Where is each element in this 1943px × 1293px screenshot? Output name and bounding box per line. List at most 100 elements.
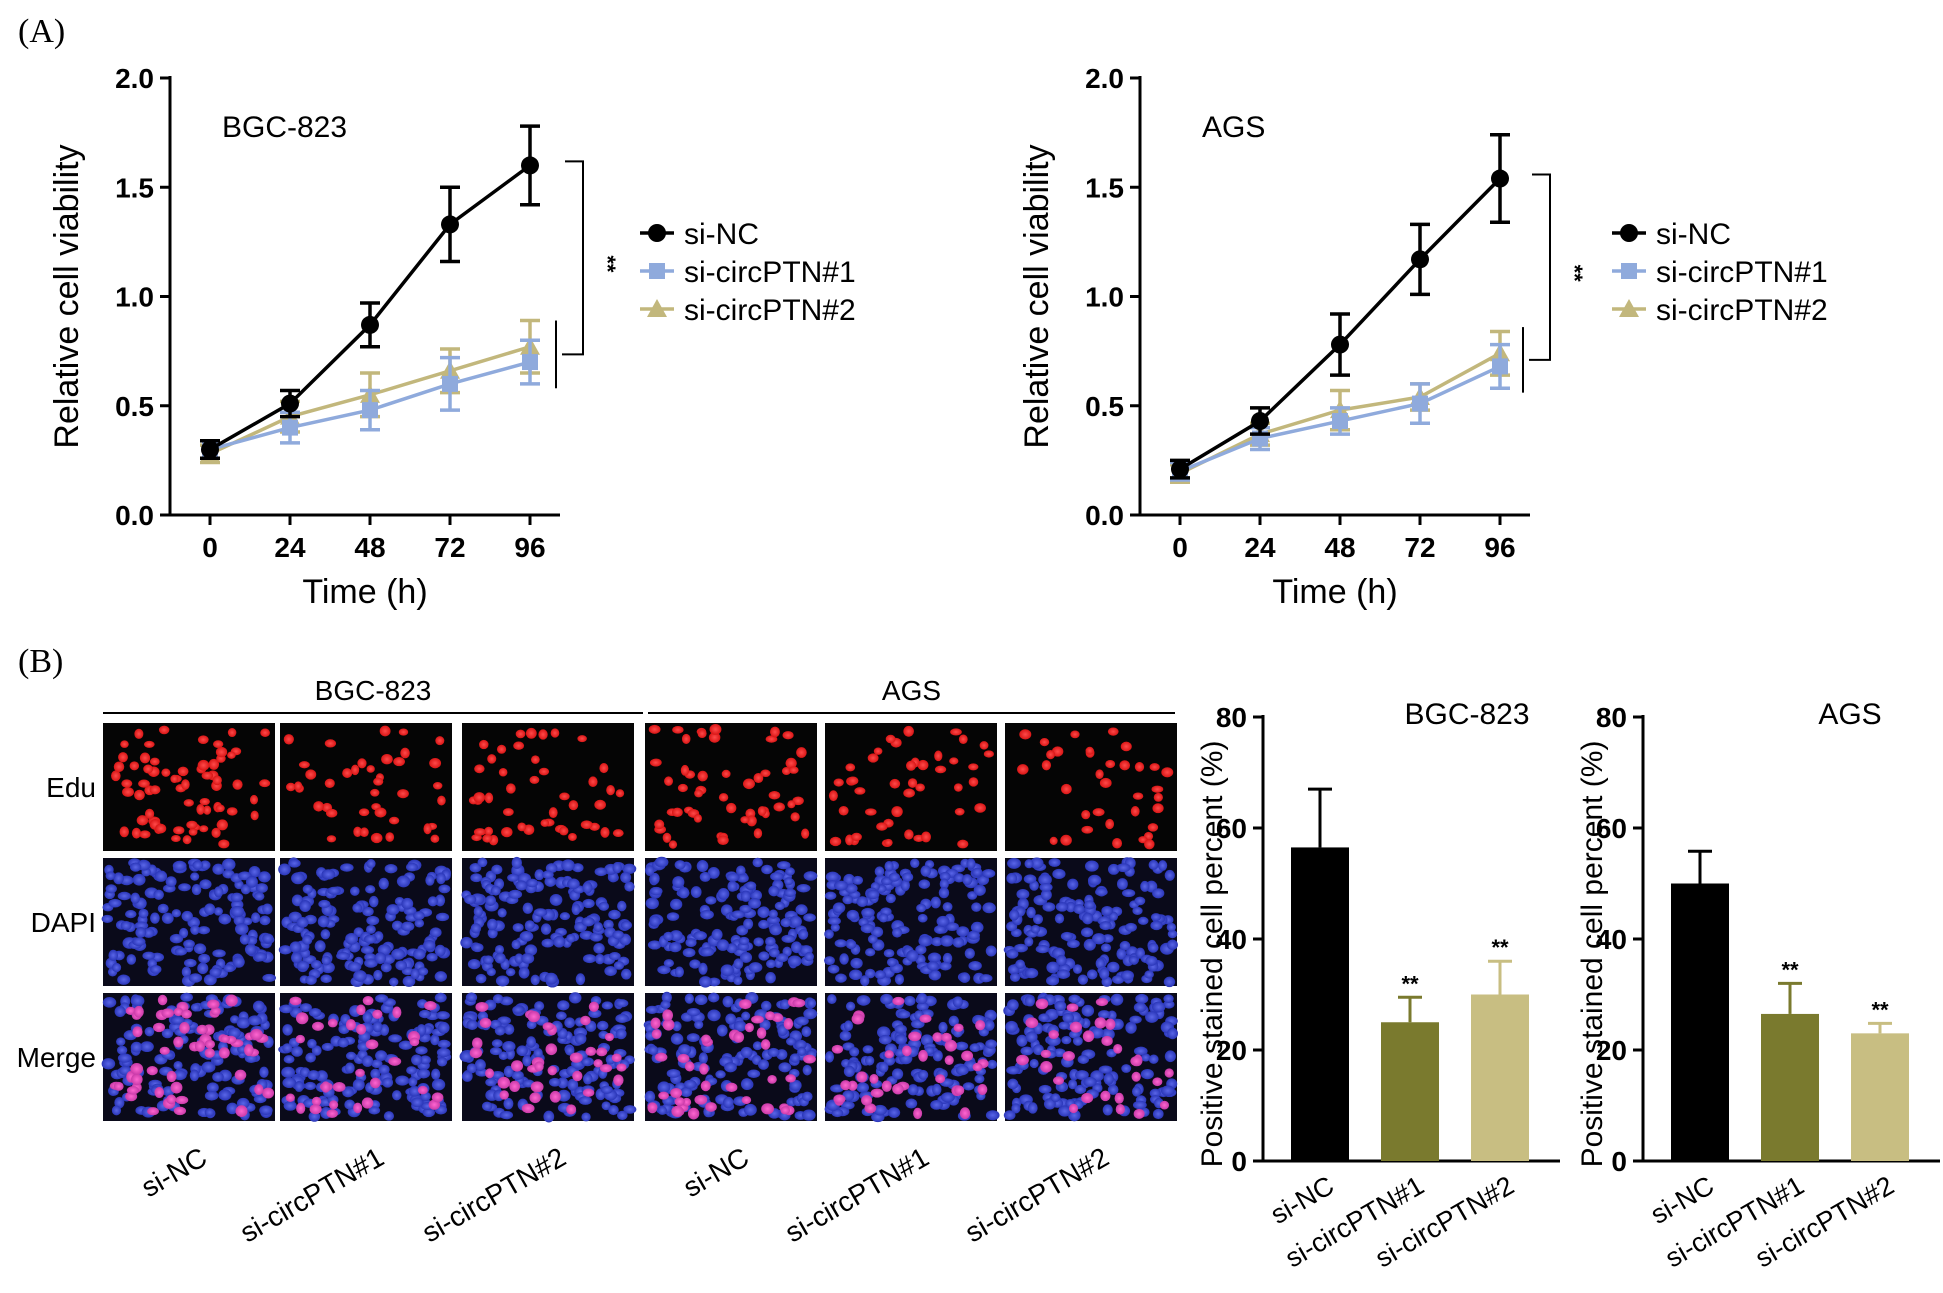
line-chart-bgc823: 0.0 0.5 1.0 1.5 2.0 0 24 48 72 96 Time (h) Relative…: [48, 63, 856, 611]
red-nucleus: [1041, 760, 1052, 771]
bar-si-NC: [1671, 883, 1729, 1161]
y-tick-label: 2.0: [115, 63, 154, 94]
blue-nucleus: [678, 887, 690, 899]
pink-nucleus: [204, 1048, 215, 1058]
blue-nucleus: [435, 894, 446, 907]
blue-nucleus: [161, 1028, 174, 1039]
blue-nucleus: [620, 968, 632, 980]
blue-nucleus: [1122, 889, 1136, 898]
blue-nucleus: [825, 1051, 835, 1063]
red-nucleus: [612, 829, 624, 837]
blue-nucleus: [213, 886, 224, 898]
blue-nucleus: [735, 865, 746, 877]
blue-nucleus: [795, 1016, 809, 1026]
blue-nucleus: [296, 960, 310, 971]
blue-nucleus: [856, 1082, 869, 1093]
red-nucleus: [226, 807, 238, 816]
blue-nucleus: [1167, 929, 1178, 939]
blue-nucleus: [907, 1084, 919, 1096]
y-tick-label: 0.5: [1085, 391, 1124, 422]
blue-nucleus: [489, 1047, 502, 1056]
pink-nucleus: [751, 1015, 764, 1024]
pink-nucleus: [655, 1052, 668, 1062]
red-nucleus: [201, 771, 214, 780]
blue-nucleus: [1133, 1046, 1148, 1056]
blue-nucleus: [1080, 927, 1094, 938]
blue-nucleus: [230, 892, 244, 903]
red-nucleus: [538, 729, 548, 740]
red-nucleus: [889, 778, 901, 789]
blue-nucleus: [1011, 1103, 1021, 1114]
blue-nucleus: [191, 883, 202, 896]
pink-nucleus: [479, 1017, 492, 1029]
pink-nucleus: [254, 1084, 264, 1095]
y-tick-label: 60: [1216, 813, 1247, 844]
blue-nucleus: [1046, 1035, 1061, 1047]
blue-nucleus: [431, 1078, 446, 1091]
red-nucleus: [1060, 834, 1072, 846]
blue-nucleus: [198, 953, 211, 964]
blue-nucleus: [1020, 1046, 1034, 1056]
pink-nucleus: [547, 1065, 557, 1076]
blue-nucleus: [311, 1045, 322, 1056]
blue-nucleus: [314, 940, 326, 953]
pink-nucleus: [892, 1083, 904, 1095]
blue-nucleus: [1140, 880, 1150, 892]
blue-nucleus: [430, 1034, 440, 1046]
blue-nucleus: [918, 935, 932, 947]
pink-nucleus: [944, 1039, 958, 1052]
blue-nucleus: [581, 1057, 592, 1066]
pink-nucleus: [179, 1022, 190, 1034]
row-label: DAPI: [31, 907, 96, 938]
red-nucleus: [829, 836, 842, 847]
blue-nucleus: [971, 867, 983, 877]
blue-nucleus: [291, 872, 305, 885]
blue-nucleus: [154, 870, 168, 882]
blue-nucleus: [304, 1081, 317, 1091]
red-nucleus: [538, 767, 550, 776]
blue-nucleus: [1164, 869, 1175, 881]
blue-nucleus: [804, 952, 814, 962]
blue-nucleus: [317, 915, 330, 928]
red-nucleus: [865, 808, 877, 816]
red-nucleus: [792, 796, 804, 806]
red-nucleus: [351, 764, 360, 776]
panel-label-b: (B): [18, 643, 63, 680]
red-nucleus: [305, 769, 317, 780]
legend-label: si-circPTN#1: [684, 256, 856, 289]
blue-nucleus: [391, 948, 406, 960]
pink-nucleus: [650, 1017, 661, 1029]
red-nucleus: [129, 761, 140, 771]
red-nucleus: [203, 805, 212, 815]
blue-nucleus: [849, 969, 863, 981]
blue-nucleus: [801, 1026, 812, 1038]
blue-nucleus: [234, 923, 249, 935]
pink-nucleus: [166, 1094, 177, 1105]
blue-nucleus: [952, 996, 963, 1008]
red-nucleus: [958, 734, 968, 745]
pink-nucleus: [856, 1071, 868, 1083]
blue-nucleus: [795, 904, 808, 915]
blue-nucleus: [180, 992, 193, 1002]
blue-nucleus: [1006, 1065, 1021, 1075]
blue-nucleus: [519, 931, 534, 942]
blue-nucleus: [981, 869, 996, 878]
blue-nucleus: [236, 1017, 251, 1029]
y-axis-title: Positive stained cell percent (%): [1196, 741, 1229, 1168]
blue-nucleus: [353, 970, 367, 982]
red-nucleus: [199, 797, 210, 806]
blue-nucleus: [436, 1056, 448, 1067]
pink-nucleus: [647, 1102, 658, 1112]
data-point: [1412, 395, 1428, 412]
blue-nucleus: [305, 1052, 316, 1063]
blue-nucleus: [253, 892, 265, 901]
pink-nucleus: [1066, 1003, 1079, 1012]
pink-nucleus: [1062, 1050, 1075, 1062]
pink-nucleus: [173, 1007, 184, 1017]
red-nucleus: [385, 832, 395, 842]
blue-nucleus: [647, 1045, 659, 1056]
pink-nucleus: [321, 1081, 331, 1093]
blue-nucleus: [192, 860, 204, 870]
red-nucleus: [867, 753, 879, 763]
pink-nucleus: [783, 1018, 794, 1030]
